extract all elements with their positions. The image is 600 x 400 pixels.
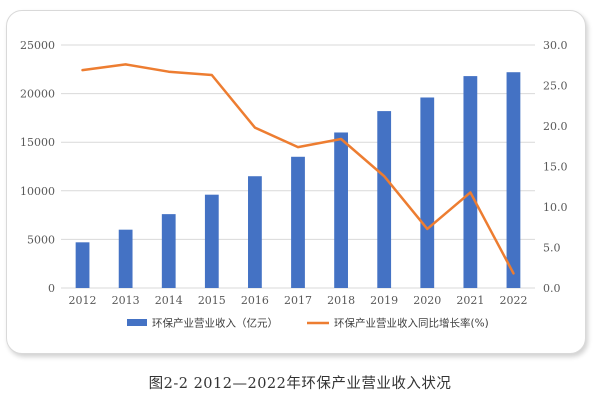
y-right-tick-label: 30.0 bbox=[543, 39, 568, 52]
y-left-tick-label: 0 bbox=[48, 282, 55, 295]
legend-label-growth: 环保产业营业收入同比增长率(%) bbox=[334, 317, 489, 330]
y-right-tick-label: 5.0 bbox=[543, 242, 561, 255]
y-right-tick-label: 10.0 bbox=[543, 201, 568, 214]
combo-chart: 0 5000 10000 15000 20000 25000 0.0 5.0 10.0 15.0 2… bbox=[20, 39, 568, 330]
bar-revenue bbox=[377, 111, 392, 288]
x-tick-label: 2015 bbox=[198, 294, 226, 307]
y-right-tick-label: 20.0 bbox=[543, 120, 568, 133]
x-tick-label: 2014 bbox=[155, 294, 183, 307]
legend-swatch-bar bbox=[127, 319, 147, 326]
bar-revenue bbox=[161, 214, 176, 288]
bar-revenue bbox=[248, 176, 262, 288]
y-left-tick-label: 20000 bbox=[20, 88, 55, 101]
x-tick-label: 2017 bbox=[284, 294, 312, 307]
y-right-tick-label: 0.0 bbox=[543, 282, 561, 295]
y-right-tick-label: 15.0 bbox=[543, 161, 568, 174]
bar-revenue bbox=[75, 242, 90, 288]
bar-revenue bbox=[118, 229, 133, 288]
bar-revenue bbox=[334, 132, 348, 288]
bar-revenue bbox=[420, 97, 435, 288]
line-growth-rate bbox=[81, 63, 515, 275]
x-tick-label: 2020 bbox=[413, 294, 441, 307]
legend-label-revenue: 环保产业营业收入（亿元） bbox=[152, 317, 278, 330]
y-left-tick-label: 15000 bbox=[20, 136, 55, 149]
bar-revenue bbox=[463, 76, 478, 288]
y-left-tick-label: 10000 bbox=[20, 185, 55, 198]
x-tick-label: 2019 bbox=[370, 294, 398, 307]
x-tick-label: 2012 bbox=[69, 294, 97, 307]
bar-revenue bbox=[506, 72, 521, 288]
x-tick-label: 2013 bbox=[112, 294, 140, 307]
y-right-tick-label: 25.0 bbox=[543, 80, 568, 93]
bar-revenue bbox=[204, 194, 219, 288]
y-left-tick-label: 5000 bbox=[27, 233, 55, 246]
x-tick-label: 2021 bbox=[456, 294, 484, 307]
figure-caption: 图2-2 2012—2022年环保产业营业收入状况 bbox=[148, 376, 452, 392]
x-tick-label: 2016 bbox=[241, 294, 269, 307]
chart-frame: 0 5000 10000 15000 20000 25000 0.0 5.0 10.0 15.0 2… bbox=[6, 10, 586, 354]
y-left-tick-label: 25000 bbox=[20, 39, 55, 52]
x-tick-label: 2022 bbox=[499, 294, 527, 307]
x-tick-label: 2018 bbox=[327, 294, 355, 307]
bar-revenue bbox=[291, 156, 305, 288]
